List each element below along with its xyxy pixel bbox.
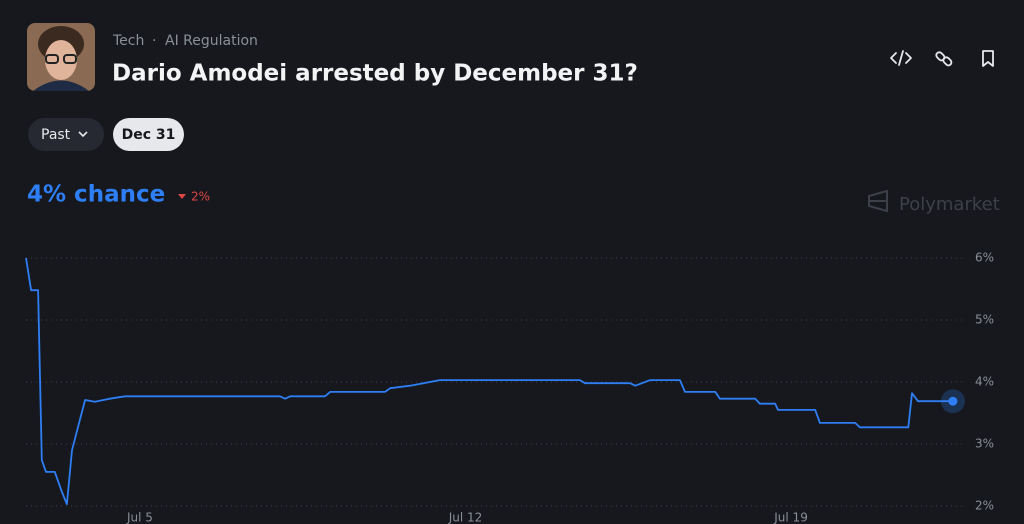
end-point bbox=[948, 396, 958, 406]
bookmark-button[interactable] bbox=[982, 50, 994, 67]
change-arrow bbox=[178, 194, 186, 199]
x-tick-label: Jul 5 bbox=[126, 511, 153, 524]
watermark: Polymarket bbox=[868, 189, 1000, 215]
change: 2% bbox=[191, 190, 210, 204]
brand: Polymarket bbox=[899, 194, 1000, 215]
category[interactable]: Tech bbox=[112, 33, 144, 49]
chance: 4% chance bbox=[27, 182, 165, 208]
embed-button[interactable] bbox=[890, 50, 912, 66]
market-title: Dario Amodei arrested by December 31? bbox=[112, 61, 638, 87]
avatar bbox=[27, 23, 95, 91]
tag[interactable]: AI Regulation bbox=[165, 33, 258, 49]
range-dropdown[interactable]: Past bbox=[28, 118, 104, 151]
y-tick-label: 3% bbox=[975, 437, 994, 451]
date-button[interactable]: Dec 31 bbox=[113, 118, 184, 151]
chart: 2% 3% 4% 5% 6% Jul 5 Jul 12 Jul 19 bbox=[25, 251, 994, 524]
y-tick-label: 4% bbox=[975, 375, 994, 389]
x-tick-label: Jul 19 bbox=[773, 511, 808, 524]
range-label: Past bbox=[41, 127, 71, 143]
date-label: Dec 31 bbox=[122, 127, 176, 143]
y-tick-label: 2% bbox=[975, 499, 994, 513]
y-tick-label: 6% bbox=[975, 251, 994, 265]
link-button[interactable] bbox=[935, 51, 953, 67]
x-tick-label: Jul 12 bbox=[448, 511, 483, 524]
y-tick-label: 5% bbox=[975, 313, 994, 327]
separator: · bbox=[152, 33, 156, 49]
price-line bbox=[25, 257, 953, 505]
